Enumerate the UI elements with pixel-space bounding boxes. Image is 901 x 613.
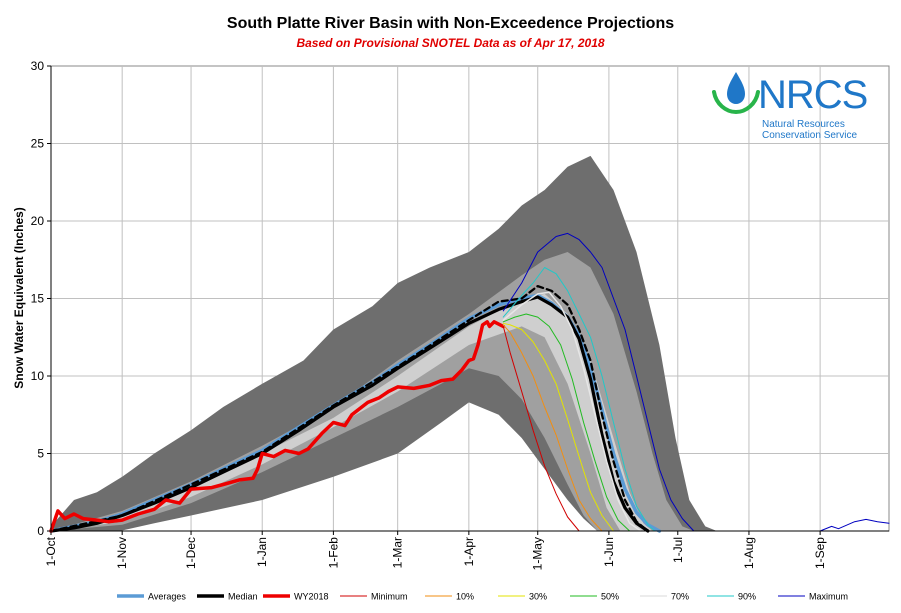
legend-label: 10%	[456, 592, 474, 602]
x-tick-label: 1-Aug	[742, 537, 756, 569]
legend-item: 30%	[498, 592, 547, 602]
series-30-	[502, 322, 614, 532]
legend-label: WY2018	[294, 592, 329, 602]
legend-item: 90%	[707, 592, 756, 602]
x-tick-label: 1-May	[531, 537, 545, 570]
x-tick-label: 1-Jul	[671, 537, 685, 563]
x-tick-label: 1-Nov	[115, 537, 129, 569]
series-70-	[502, 291, 642, 532]
series-wy2018	[49, 320, 506, 533]
series-50-	[502, 313, 631, 532]
x-tick-label: 1-Oct	[44, 536, 58, 566]
legend-label: Maximum	[809, 592, 848, 602]
x-tick-label: 1-Sep	[813, 537, 827, 569]
x-tick-label: 1-Apr	[462, 537, 476, 566]
water-drop-icon	[727, 72, 745, 104]
legend-label: 30%	[529, 592, 547, 602]
y-tick-label: 0	[37, 524, 44, 538]
legend-item: 70%	[640, 592, 689, 602]
legend-item: Minimum	[340, 592, 408, 602]
logo-swoosh-icon	[712, 90, 760, 115]
legend-item: Maximum	[778, 592, 848, 602]
x-tick-label: 1-Mar	[391, 537, 405, 568]
y-tick-label: 30	[31, 59, 45, 73]
legend-label: 50%	[601, 592, 619, 602]
band-30-70-band	[51, 293, 653, 531]
x-tick-label: 1-Jan	[255, 537, 269, 567]
legend-item: 50%	[570, 592, 619, 602]
axes: 0 5 10 15 20 25 30 1-Oct 1-Nov 1-Dec 1-Jan 1-Feb 1-M…	[31, 59, 889, 570]
legend-label: Median	[228, 592, 258, 602]
legend-label: 70%	[671, 592, 689, 602]
y-tick-label: 20	[31, 214, 45, 228]
logo-line2: Conservation Service	[762, 130, 857, 141]
y-tick-label: 10	[31, 369, 45, 383]
percentile-bands	[51, 155, 717, 531]
series-minimum	[502, 325, 580, 532]
legend-label: 90%	[738, 592, 756, 602]
logo-line1: Natural Resources	[762, 119, 845, 130]
series-maximum	[502, 232, 890, 532]
nrcs-logo: NRCS Natural Resources Conservation Serv…	[712, 72, 868, 141]
legend-label: Minimum	[371, 592, 408, 602]
legend-item: Median	[197, 592, 258, 602]
legend-item: WY2018	[263, 592, 329, 602]
y-tick-label: 5	[37, 447, 44, 461]
series-median	[49, 295, 650, 533]
legend-label: Averages	[148, 592, 186, 602]
legend-item: Averages	[117, 592, 186, 602]
y-axis-label: Snow Water Equivalent (Inches)	[12, 207, 26, 389]
y-tick-label: 25	[31, 137, 45, 151]
logo-abbr: NRCS	[758, 73, 867, 117]
series-lines	[49, 232, 890, 533]
series-90-	[502, 267, 656, 532]
x-tick-label: 1-Jun	[602, 537, 616, 567]
legend-item: 10%	[425, 592, 474, 602]
chart-title: South Platte River Basin with Non-Exceed…	[226, 15, 675, 32]
y-tick-label: 15	[31, 292, 45, 306]
x-tick-label: 1-Feb	[326, 537, 340, 569]
chart-subtitle: Based on Provisional SNOTEL Data as of A…	[296, 36, 605, 50]
legend: Averages Median WY2018 Minimum 10% 30% 50% 70% 9…	[117, 592, 848, 602]
series-10-	[502, 324, 603, 532]
x-tick-label: 1-Dec	[184, 537, 198, 569]
